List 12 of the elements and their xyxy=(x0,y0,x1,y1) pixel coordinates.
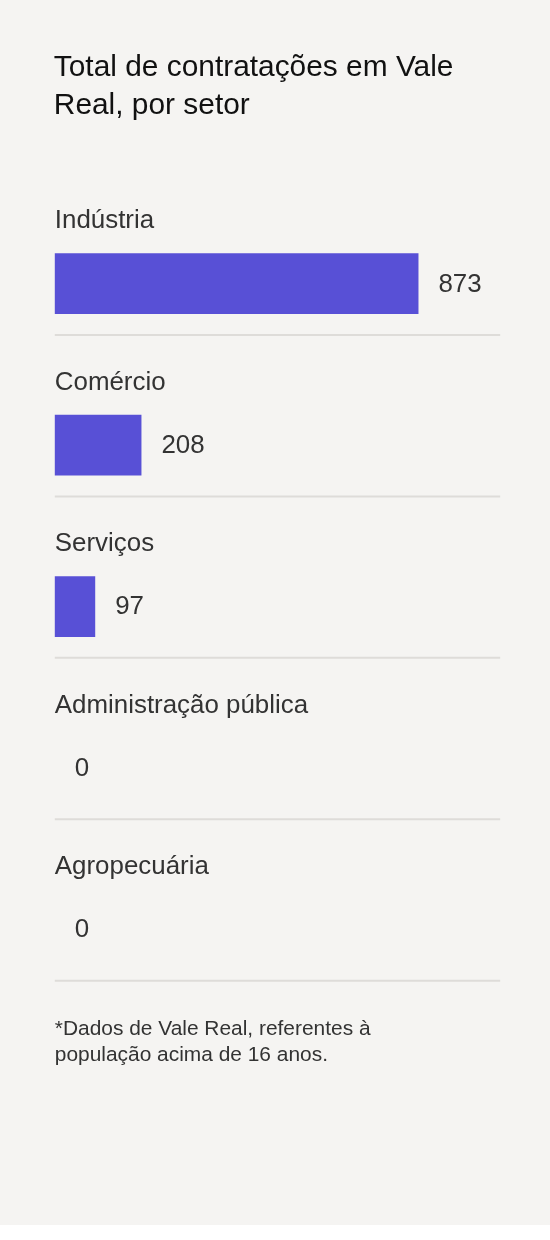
y-tick-label: Administração pública xyxy=(54,689,309,718)
data-label: 208 xyxy=(161,430,205,459)
data-label: 97 xyxy=(115,591,144,620)
y-tick-label: Comércio xyxy=(54,366,166,395)
text: *Dados de Vale Real, referentes à população acima de 16 anos. xyxy=(54,1016,371,1066)
data-label: 0 xyxy=(74,752,90,781)
y-tick-label: Indústria xyxy=(54,205,155,234)
data-label: 0 xyxy=(74,914,90,943)
y-tick-label: Agropecuária xyxy=(54,851,210,880)
y-tick-label: Serviços xyxy=(54,528,155,557)
data-label: 873 xyxy=(438,268,482,297)
chart-title: Total de contratações em Vale Real, por setor xyxy=(53,48,454,120)
